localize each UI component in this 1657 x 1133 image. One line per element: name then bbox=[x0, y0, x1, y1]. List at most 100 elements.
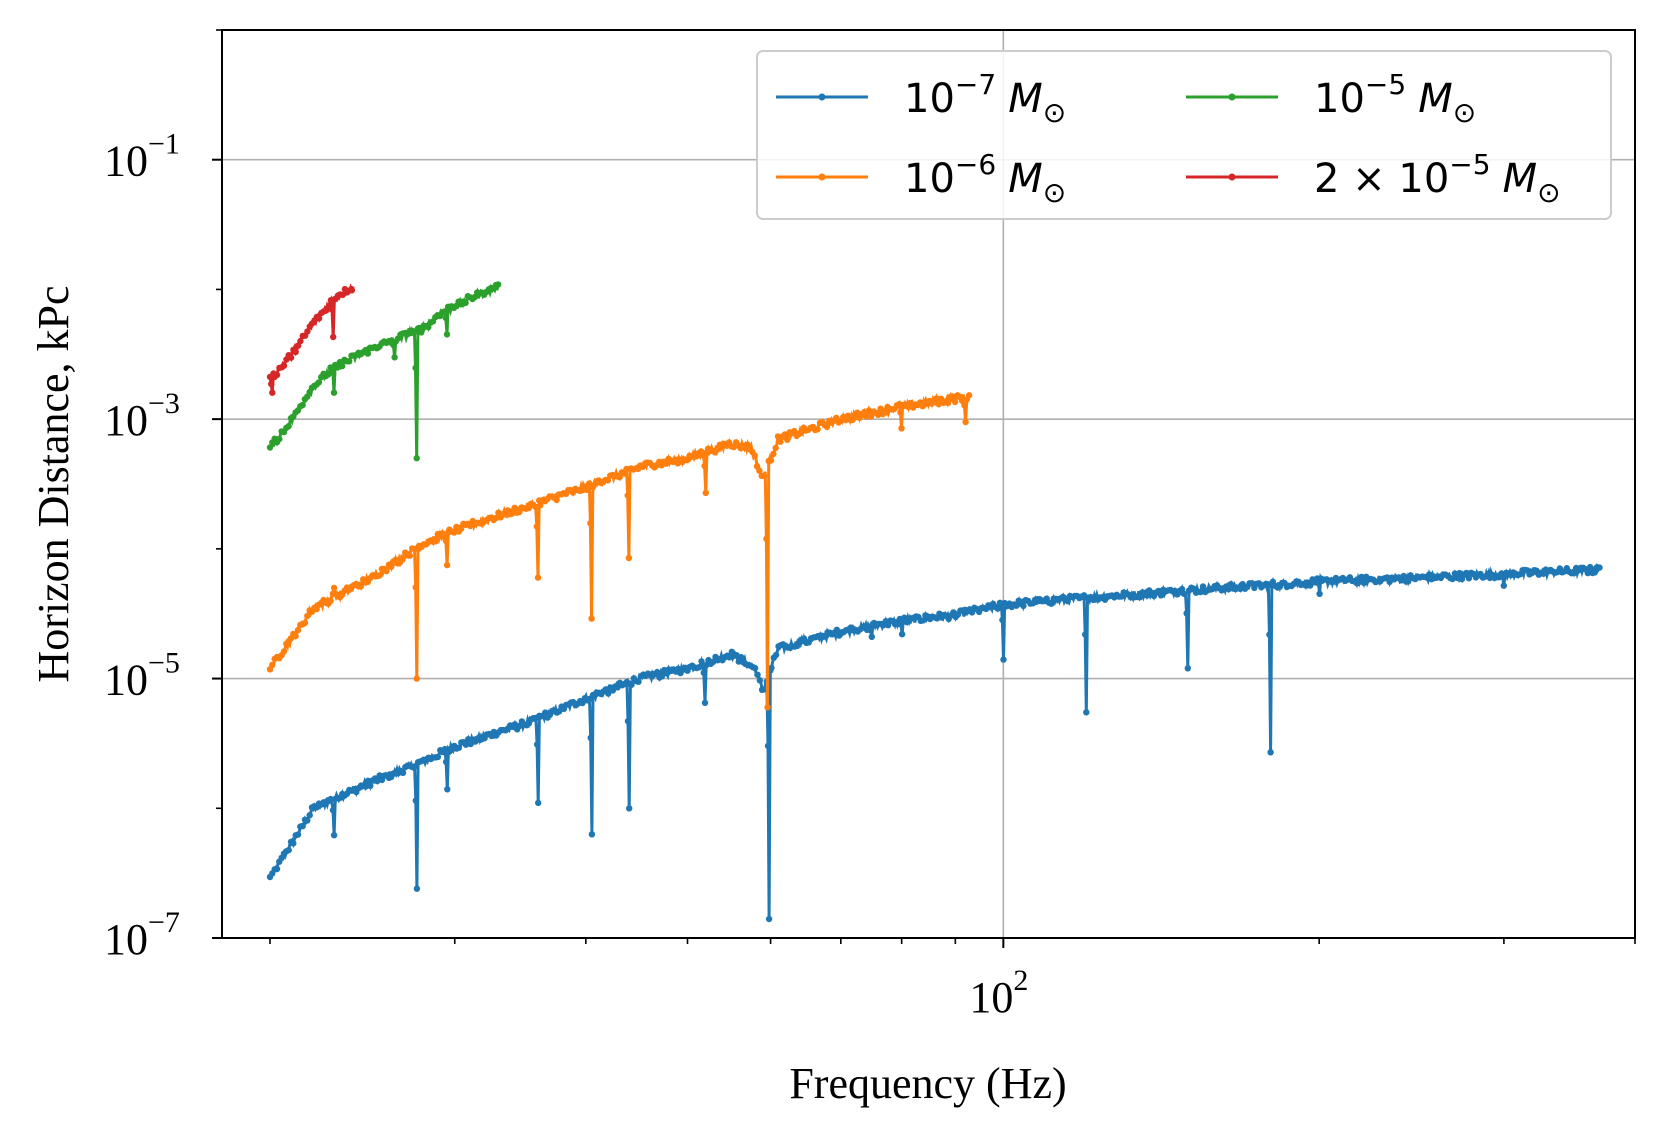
data-point bbox=[1267, 749, 1274, 756]
data-point bbox=[292, 632, 299, 640]
data-point bbox=[357, 583, 365, 590]
legend: 10−7 M⊙10−6 M⊙10−5 M⊙2 × 10−5 M⊙ bbox=[756, 50, 1612, 220]
data-point bbox=[304, 612, 311, 620]
legend-marker bbox=[1228, 173, 1236, 181]
data-point bbox=[535, 799, 542, 807]
data-point bbox=[388, 563, 395, 570]
data-point bbox=[760, 472, 768, 479]
data-point bbox=[774, 433, 782, 440]
data-point bbox=[413, 675, 420, 682]
data-point bbox=[962, 418, 969, 426]
data-point bbox=[1181, 590, 1188, 598]
series-0 bbox=[266, 562, 1603, 923]
data-point bbox=[1356, 578, 1363, 586]
data-point bbox=[418, 329, 425, 336]
data-point bbox=[754, 671, 761, 678]
data-point bbox=[1000, 656, 1007, 663]
y-axis-label: Horizon Distance, kPc bbox=[29, 285, 78, 682]
data-point bbox=[294, 626, 302, 634]
data-point bbox=[1183, 610, 1190, 617]
data-point bbox=[1248, 580, 1256, 587]
data-point bbox=[624, 718, 632, 725]
legend-marker bbox=[818, 93, 826, 101]
data-point bbox=[330, 389, 338, 396]
data-point bbox=[898, 425, 905, 432]
data-point bbox=[304, 817, 311, 824]
legend-marker bbox=[818, 173, 826, 181]
data-point bbox=[413, 885, 421, 892]
data-point bbox=[290, 840, 297, 847]
y-tick-label: 10−5 bbox=[104, 647, 180, 705]
data-point bbox=[432, 538, 439, 545]
data-point bbox=[462, 741, 470, 748]
data-point bbox=[328, 306, 336, 313]
data-point bbox=[701, 462, 708, 470]
data-point bbox=[273, 371, 281, 379]
data-point bbox=[1596, 564, 1603, 571]
data-point bbox=[330, 584, 338, 592]
data-point bbox=[624, 492, 631, 499]
legend-label: 10−7 M⊙ bbox=[904, 68, 1066, 129]
data-point bbox=[1082, 631, 1089, 638]
data-point bbox=[738, 654, 745, 661]
data-point bbox=[784, 436, 791, 443]
data-point bbox=[772, 444, 779, 452]
data-point bbox=[533, 523, 540, 530]
data-point bbox=[413, 455, 420, 462]
data-point bbox=[1020, 602, 1027, 610]
data-point bbox=[556, 708, 563, 715]
data-point bbox=[898, 631, 906, 638]
data-point bbox=[299, 822, 306, 830]
data-point bbox=[579, 699, 586, 707]
legend-label: 10−5 M⊙ bbox=[1314, 68, 1476, 129]
data-point bbox=[767, 457, 775, 464]
data-point bbox=[1360, 579, 1368, 586]
data-point bbox=[280, 648, 288, 655]
plot-frame bbox=[221, 29, 1636, 939]
data-point bbox=[406, 552, 413, 559]
data-point bbox=[663, 460, 670, 467]
data-point bbox=[868, 633, 875, 640]
data-point bbox=[814, 426, 821, 433]
data-point bbox=[863, 413, 870, 420]
data-point bbox=[1184, 665, 1192, 672]
data-point bbox=[273, 865, 281, 873]
data-point bbox=[1197, 588, 1204, 596]
data-point bbox=[1405, 578, 1412, 585]
data-point bbox=[764, 704, 771, 711]
data-point bbox=[1143, 592, 1151, 599]
data-point bbox=[1591, 569, 1599, 576]
data-point bbox=[553, 496, 560, 504]
data-point bbox=[391, 354, 398, 361]
data-point bbox=[961, 402, 968, 409]
data-point bbox=[304, 328, 311, 335]
data-point bbox=[412, 364, 419, 372]
data-point bbox=[411, 763, 418, 770]
data-point bbox=[996, 599, 1004, 606]
data-point bbox=[951, 398, 959, 406]
data-point bbox=[867, 627, 874, 634]
data-point bbox=[268, 380, 275, 388]
data-point bbox=[455, 744, 463, 751]
data-point bbox=[327, 795, 334, 803]
data-point bbox=[329, 807, 337, 814]
legend-box bbox=[756, 50, 1612, 220]
data-point bbox=[537, 502, 544, 509]
data-point bbox=[443, 561, 451, 569]
data-point bbox=[533, 741, 541, 748]
data-point bbox=[297, 337, 304, 345]
data-point bbox=[315, 379, 323, 386]
data-point bbox=[744, 441, 751, 448]
data-point bbox=[770, 450, 777, 458]
data-point bbox=[764, 742, 772, 750]
data-point bbox=[772, 651, 780, 659]
x-axis-label: Frequency (Hz) bbox=[789, 1059, 1066, 1108]
data-point bbox=[364, 350, 371, 357]
data-series bbox=[266, 281, 1603, 923]
x-tick-label: 102 bbox=[969, 964, 1028, 1022]
data-point bbox=[292, 348, 299, 356]
data-point bbox=[635, 678, 642, 685]
data-point bbox=[442, 537, 450, 544]
data-point bbox=[999, 616, 1006, 624]
data-point bbox=[287, 354, 295, 361]
